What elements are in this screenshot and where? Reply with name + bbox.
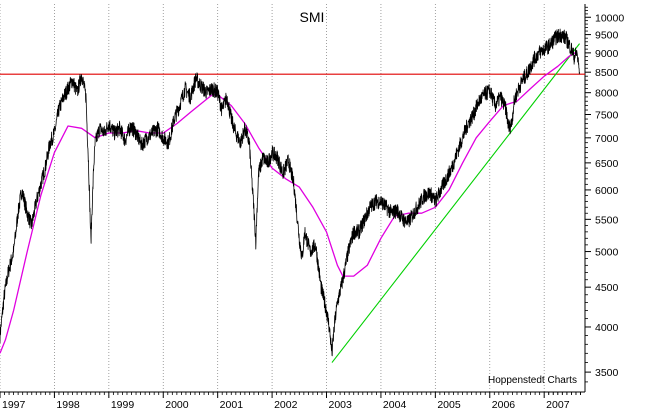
y-tick-label-8000: 8000: [595, 88, 619, 100]
y-tick-label-9500: 9500: [595, 30, 619, 42]
chart-title: SMI: [300, 9, 325, 25]
y-axis: 3500 4000 4500 5000 5500 6000 6500 7000 7500 8000…: [584, 4, 624, 392]
y-tick-label-3500: 3500: [595, 367, 619, 379]
x-tick-label-2006: 2006: [492, 399, 516, 411]
x-tick-label-2000: 2000: [165, 399, 189, 411]
x-tick-label-2001: 2001: [220, 399, 244, 411]
y-tick-label-4000: 4000: [595, 322, 619, 334]
x-tick-label-2004: 2004: [383, 399, 407, 411]
y-tick-label-5500: 5500: [595, 214, 619, 226]
x-tick-label-1999: 1999: [111, 399, 135, 411]
trendline-line: [331, 43, 580, 363]
y-tick-label-9000: 9000: [595, 48, 619, 60]
x-tick-label-2007: 2007: [546, 399, 570, 411]
y-tick-label-4500: 4500: [595, 282, 619, 294]
y-tick-label-6000: 6000: [595, 185, 619, 197]
y-tick-label-7000: 7000: [595, 133, 619, 145]
chart-credit: Hoppenstedt Charts: [488, 375, 577, 386]
series-group: [0, 28, 580, 357]
reference-lines: [0, 43, 585, 363]
y-tick-label-7500: 7500: [595, 109, 619, 121]
y-tick-label-6500: 6500: [595, 158, 619, 170]
x-tick-label-2003: 2003: [329, 399, 353, 411]
y-tick-label-8500: 8500: [595, 67, 619, 79]
y-tick-label-10000: 10000: [595, 12, 624, 24]
vertical-grid: [0, 4, 545, 392]
price-line: [0, 28, 580, 357]
x-tick-label-1998: 1998: [56, 399, 80, 411]
x-tick-label-1997: 1997: [2, 399, 26, 411]
y-tick-label-5000: 5000: [595, 247, 619, 259]
x-tick-label-2002: 2002: [274, 399, 298, 411]
x-axis: 1997 1998 1999 2000 2001 2002 2003 2004 2005 2006…: [0, 391, 585, 411]
x-tick-label-2005: 2005: [437, 399, 461, 411]
